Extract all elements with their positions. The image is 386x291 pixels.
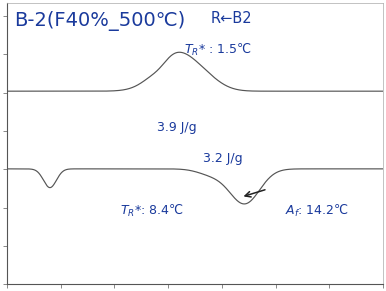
Text: $T_R$* : 1.5℃: $T_R$* : 1.5℃ [184,42,251,58]
Text: R←B2: R←B2 [210,11,252,26]
Text: 3.9 J/g: 3.9 J/g [157,121,197,134]
Text: 3.2 J/g: 3.2 J/g [203,152,242,165]
Text: $T_R$*: 8.4℃: $T_R$*: 8.4℃ [120,203,183,219]
Text: B-2(F40%_500℃): B-2(F40%_500℃) [14,11,186,31]
Text: $A_f$: 14.2℃: $A_f$: 14.2℃ [285,203,349,219]
